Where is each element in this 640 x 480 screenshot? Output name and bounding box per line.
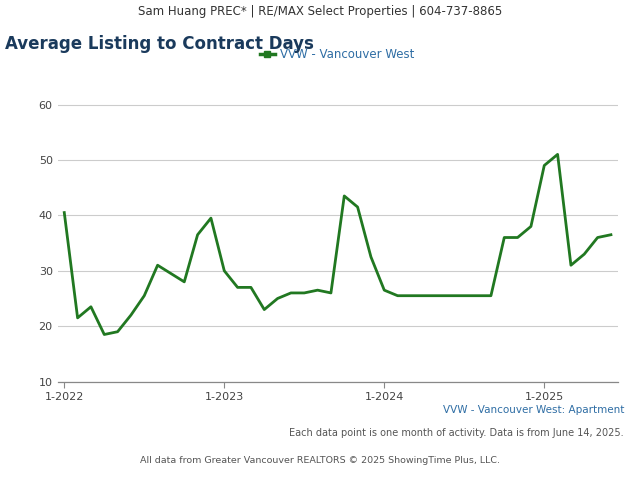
Text: Sam Huang PREC* | RE/MAX Select Properties | 604-737-8865: Sam Huang PREC* | RE/MAX Select Properti…	[138, 4, 502, 18]
Text: Each data point is one month of activity. Data is from June 14, 2025.: Each data point is one month of activity…	[289, 428, 624, 438]
Text: VVW - Vancouver West: Apartment: VVW - Vancouver West: Apartment	[443, 405, 624, 415]
Text: Average Listing to Contract Days: Average Listing to Contract Days	[5, 35, 314, 53]
Text: All data from Greater Vancouver REALTORS © 2025 ShowingTime Plus, LLC.: All data from Greater Vancouver REALTORS…	[140, 456, 500, 465]
Legend: VVW - Vancouver West: VVW - Vancouver West	[255, 43, 420, 66]
